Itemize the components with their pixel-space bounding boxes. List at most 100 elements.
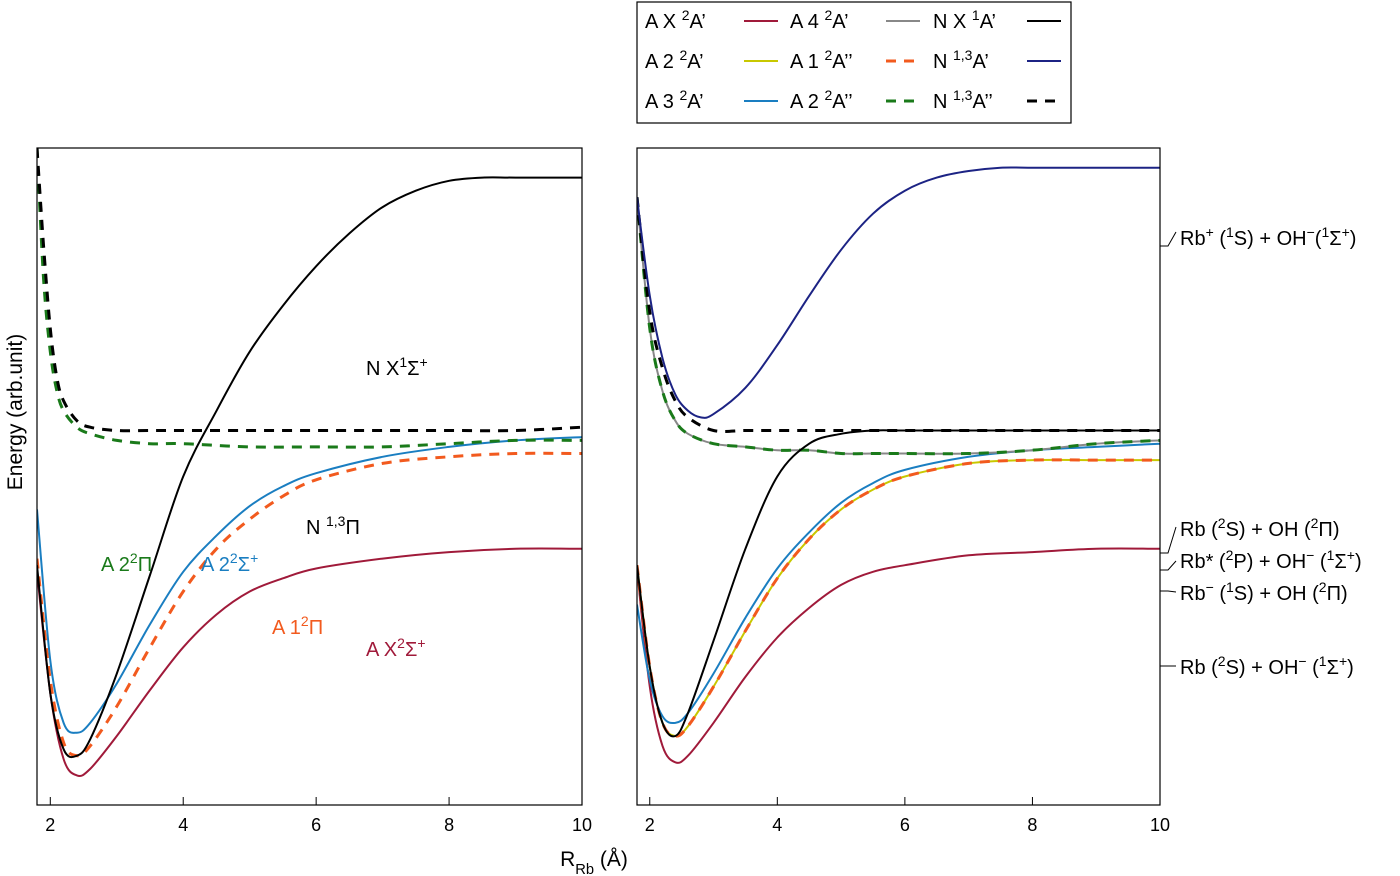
left-series-a-x-0	[37, 547, 582, 778]
x-axis-label: RRb (Å)	[560, 848, 628, 876]
right-x-ticks: 2 4 6 8 10	[645, 797, 1170, 835]
text-part: P) + OH	[1233, 551, 1306, 573]
left-tick-label-10: 10	[572, 815, 592, 835]
text-part: Π)	[1327, 583, 1348, 605]
left-tick-label-2: 2	[45, 815, 55, 835]
text-part: Σ	[1329, 228, 1341, 250]
right-series-a-4-a-4	[637, 197, 1160, 455]
right-series-n-a-6	[637, 197, 1160, 433]
annotation-n-x-1: N X1Σ+	[366, 354, 428, 380]
text-part: 2	[682, 7, 690, 23]
right-series-n-a-7	[637, 166, 1160, 419]
text-part: 2	[1311, 515, 1319, 531]
annotation-a-1-2: A 12Π	[272, 613, 323, 639]
text-part: 1	[1321, 224, 1329, 240]
text-part: A’’	[972, 91, 992, 113]
legend-label-0: A X 2A’	[645, 7, 706, 33]
text-part: N X	[933, 11, 972, 33]
text-part: +	[1206, 224, 1214, 240]
text-part: A’’	[832, 51, 852, 73]
text-part: A’	[687, 91, 703, 113]
text-part: 1	[1226, 579, 1234, 595]
left-x-ticks: 2 4 6 8 10	[45, 797, 592, 835]
text-part: Σ	[407, 358, 419, 380]
legend-label-5: A 2 2A’’	[790, 87, 853, 113]
text-part: −	[1306, 547, 1314, 563]
asymptote-leader-3	[1160, 590, 1177, 593]
right-plot-frame	[636, 147, 1161, 806]
text-part: S) + OH	[1226, 657, 1299, 679]
text-part: Π)	[1318, 519, 1339, 541]
text-part: −	[1206, 579, 1214, 595]
text-part: A 2	[101, 554, 130, 576]
text-part: A 3	[645, 91, 679, 113]
annotation-n-1-3: N 1,3Π	[306, 513, 360, 539]
text-part: A’	[690, 11, 706, 33]
text-part: N	[933, 91, 953, 113]
text-part: −	[1298, 653, 1306, 669]
right-tick-label-4: 4	[772, 815, 782, 835]
legend-label-4: A 1 2A’’	[790, 47, 853, 73]
text-part: S) + OH (	[1226, 519, 1311, 541]
text-part: A X	[645, 11, 682, 33]
right-tick-label-6: 6	[900, 815, 910, 835]
right-series-n-x-a-8	[637, 429, 1160, 738]
left-tick-label-8: 8	[444, 815, 454, 835]
asymptote-leader-2	[1160, 560, 1177, 571]
left-series-a-2-2	[37, 436, 582, 734]
text-part: 2	[824, 47, 832, 63]
asymptote-label-4: Rb (2S) + OH− (1Σ+)	[1180, 653, 1354, 679]
legend-label-6: N X 1A’	[933, 7, 996, 33]
text-part: 1,3	[953, 47, 973, 63]
text-part: Rb (	[1180, 657, 1218, 679]
text-part: 2	[1218, 653, 1226, 669]
left-series-a-1-1	[37, 451, 582, 758]
text-part: )	[1355, 551, 1362, 573]
annotation-a-x-2: A X2Σ+	[366, 635, 426, 661]
text-part: A’	[980, 11, 996, 33]
text-part: A 1	[790, 51, 824, 73]
left-tick-label-6: 6	[311, 815, 321, 835]
text-part: 2	[301, 613, 309, 629]
text-part: 1	[399, 354, 407, 370]
text-part: A’	[832, 11, 848, 33]
text-part: 1	[1319, 653, 1327, 669]
left-series-n-4	[37, 148, 582, 433]
text-part: A 2	[790, 91, 824, 113]
text-part: Rb (	[1180, 519, 1218, 541]
text-part: Rb	[1180, 228, 1206, 250]
text-part: Σ	[1327, 657, 1339, 679]
text-part: N	[306, 517, 326, 539]
text-part: 1	[1327, 547, 1335, 563]
text-part: +	[1339, 653, 1347, 669]
text-part: 2	[230, 550, 238, 566]
right-series-a-x-a-0	[637, 547, 1160, 764]
text-part: +	[1347, 547, 1355, 563]
asymptote-leader-1	[1160, 526, 1177, 554]
text-part: N X	[366, 358, 399, 380]
asymptote-leader-0	[1160, 231, 1177, 247]
text-part: 1,3	[953, 87, 973, 103]
y-axis-label: Energy (arb.unit)	[4, 334, 27, 490]
right-tick-label-2: 2	[645, 815, 655, 835]
x-label-sub: Rb	[575, 862, 594, 876]
legend: A X 2A’A 2 2A’A 3 2A’A 4 2A’A 1 2A’’A 2 …	[636, 1, 1072, 124]
asymptote-labels: Rb+ (1S) + OH−(1Σ+)Rb (2S) + OH (2Π)Rb* …	[1160, 224, 1362, 679]
text-part: 2	[679, 87, 687, 103]
text-part: Σ	[238, 554, 250, 576]
text-part: A 4	[790, 11, 824, 33]
annotation-a-2-2: A 22Σ+	[201, 550, 258, 576]
text-part: (	[1315, 228, 1322, 250]
legend-label-1: A 2 2A’	[645, 47, 704, 73]
text-part: Σ	[1334, 551, 1346, 573]
legend-label-3: A 4 2A’	[790, 7, 849, 33]
text-part: +	[420, 354, 428, 370]
left-plot-frame	[36, 147, 583, 806]
left-series-n-x-5	[37, 176, 582, 759]
text-part: −	[1307, 224, 1315, 240]
right-series-a-3-a-3	[637, 442, 1160, 725]
right-series-a-1-a-2	[637, 458, 1160, 738]
left-series-a-2-3	[37, 148, 582, 449]
asymptote-label-3: Rb− (1S) + OH (2Π)	[1180, 579, 1348, 605]
right-panel: 2 4 6 8 10 Rb+ (1S) + OH−(1Σ+)Rb (2S) + OH (…	[636, 147, 1362, 835]
